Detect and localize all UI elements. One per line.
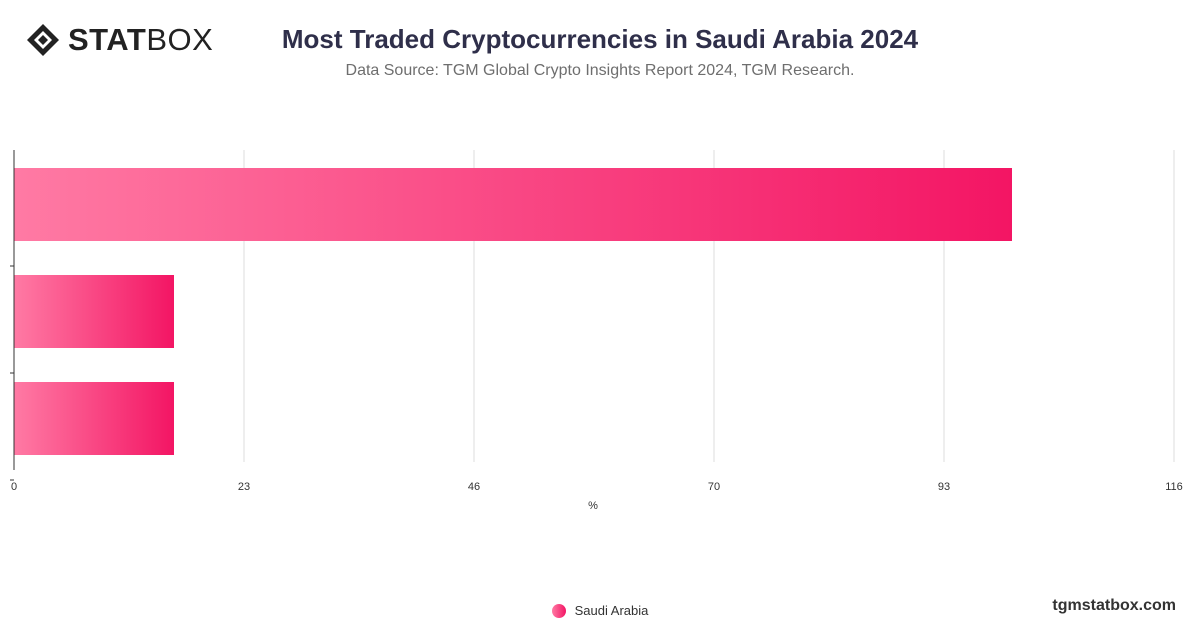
statbox-logo: STATBOX (26, 22, 213, 58)
bar (14, 382, 174, 455)
x-tick-label: 46 (468, 481, 480, 493)
axes: 0 23 46 70 93 116% (10, 150, 1183, 512)
legend: Saudi Arabia (0, 603, 1200, 618)
chart-title: Most Traded Cryptocurrencies in Saudi Ar… (281, 24, 919, 54)
x-tick-label: 93 (938, 481, 950, 493)
x-tick-label: 70 (708, 481, 720, 493)
legend-label: Saudi Arabia (574, 603, 649, 618)
bars (14, 168, 1012, 455)
legend-swatch (551, 603, 566, 618)
logo-text-bold: STAT (68, 22, 147, 57)
statbox-diamond-icon (26, 23, 60, 57)
logo-text-light: BOX (146, 22, 214, 57)
x-tick-label: 23 (238, 481, 250, 493)
x-tick-label: 0 (11, 481, 17, 493)
x-axis-label: % (588, 500, 598, 512)
x-tick-label: 116 (1165, 481, 1183, 493)
bar (14, 168, 1012, 241)
site-url: tgmstatbox.com (1052, 597, 1176, 614)
bar (14, 275, 174, 348)
chart-subtitle: Data Source: TGM Global Crypto Insights … (345, 62, 855, 79)
logo-wordmark: STATBOX (68, 22, 213, 58)
